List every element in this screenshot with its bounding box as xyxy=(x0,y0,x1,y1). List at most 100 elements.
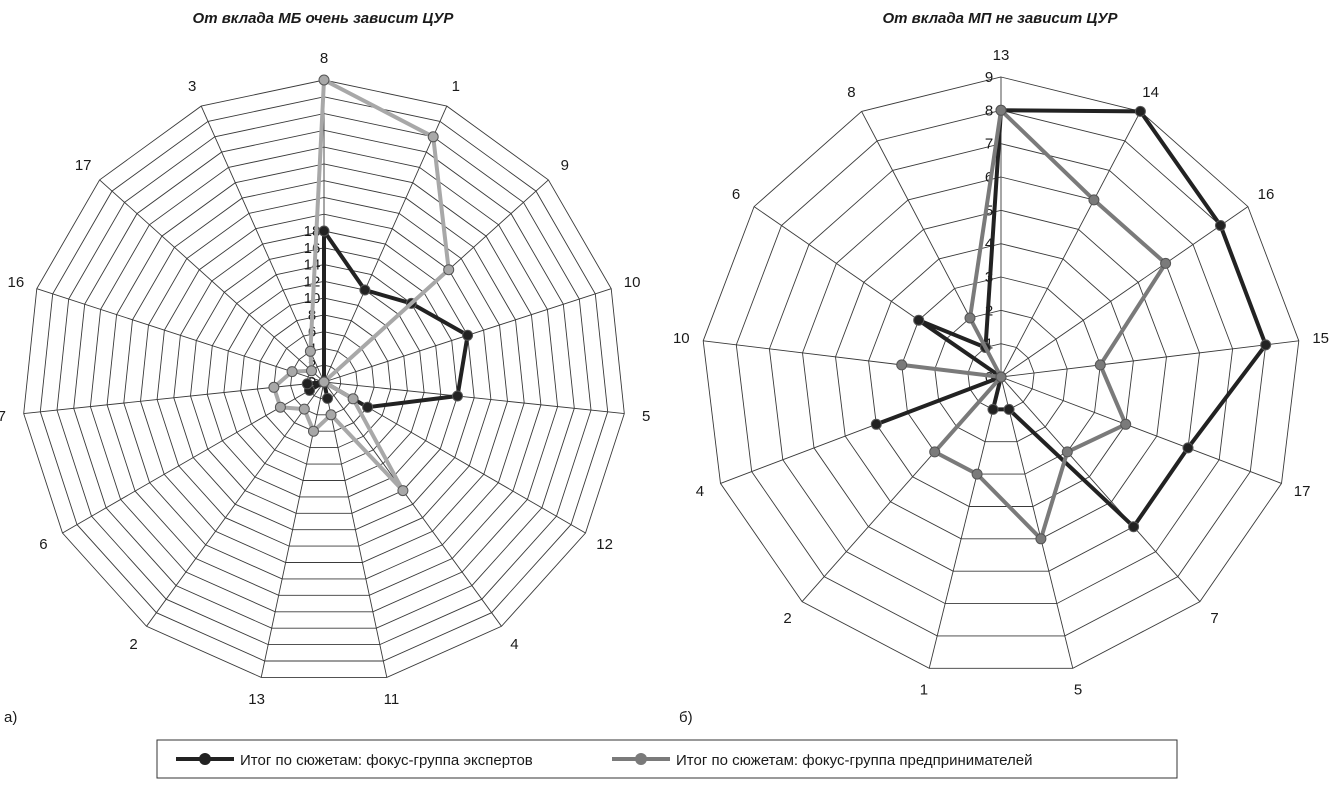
grid-ring xyxy=(223,280,425,481)
grid-spoke xyxy=(1000,376,1074,669)
data-point-10 xyxy=(462,329,474,341)
radar-chart-left: От вклада МБ очень зависит ЦУР а) 8 1 9 10 5… xyxy=(0,10,650,726)
grid-spoke xyxy=(323,381,502,627)
category-label-17: 17 xyxy=(75,157,92,174)
category-label-14: 14 xyxy=(1142,84,1159,101)
data-point-14 xyxy=(1088,194,1100,206)
grid-spoke xyxy=(1000,376,1201,602)
grid-ring xyxy=(273,331,375,432)
legend-marker-experts xyxy=(199,753,211,765)
legend: Итог по сюжетам: фокус-группа экспертов … xyxy=(156,739,1178,779)
grid-ring xyxy=(73,129,575,629)
data-point-7 xyxy=(268,381,280,393)
radar-chart-right: От вклада МП не зависит ЦУР б) 131416151… xyxy=(673,10,1329,726)
data-point-8 xyxy=(964,312,976,324)
grid-ring xyxy=(123,180,525,580)
tick-label-4: 4 xyxy=(985,236,993,253)
category-label-16: 16 xyxy=(1258,186,1275,203)
grid-ring xyxy=(901,276,1101,475)
data-point-16 xyxy=(1215,220,1226,231)
category-label-17: 17 xyxy=(1294,483,1311,500)
grid-spoke xyxy=(36,288,325,383)
legend-label-entrepreneurs: Итог по сюжетам: фокус-группа предприним… xyxy=(676,752,1032,769)
grid-ring xyxy=(868,243,1134,507)
data-point-5 xyxy=(318,376,330,388)
data-point-3 xyxy=(304,345,316,357)
data-point-5 xyxy=(1003,403,1015,415)
data-point-4 xyxy=(870,418,882,430)
legend-label-experts: Итог по сюжетам: фокус-группа экспертов xyxy=(240,752,533,769)
category-label-1: 1 xyxy=(452,78,460,95)
data-point-5 xyxy=(452,390,463,402)
data-point-8 xyxy=(318,74,330,86)
grid-ring xyxy=(256,314,392,449)
category-label-16: 16 xyxy=(8,274,25,291)
data-point-16 xyxy=(1160,257,1172,269)
tick-label-5: 5 xyxy=(985,202,993,219)
data-point-2 xyxy=(298,403,310,415)
data-point-5 xyxy=(1035,533,1047,545)
data-point-11 xyxy=(325,409,337,421)
category-label-8: 8 xyxy=(320,50,328,67)
series-line xyxy=(874,108,1268,529)
data-point-6 xyxy=(995,371,1007,383)
data-point-6 xyxy=(274,401,286,413)
category-label-10: 10 xyxy=(624,274,641,291)
grid-spoke xyxy=(146,381,325,627)
grid-ring xyxy=(702,76,1300,669)
series-line xyxy=(899,108,1168,541)
data-point-1 xyxy=(971,468,983,480)
chart-title-right: От вклада МП не зависит ЦУР xyxy=(882,10,1118,27)
data-point-7 xyxy=(1128,521,1140,533)
grid-ring xyxy=(56,113,592,646)
data-point-8 xyxy=(318,225,330,237)
category-label-13: 13 xyxy=(248,691,265,708)
tick-label-7: 7 xyxy=(985,136,993,153)
data-point-6 xyxy=(913,314,925,326)
category-label-1: 1 xyxy=(920,682,928,699)
category-label-3: 3 xyxy=(188,78,196,95)
data-point-1 xyxy=(359,284,371,296)
category-label-12: 12 xyxy=(596,536,613,553)
grid-ring xyxy=(89,146,559,613)
grid-spoke xyxy=(1000,376,1282,484)
grid-spoke xyxy=(323,381,625,415)
grid-spoke xyxy=(323,105,448,383)
chart-title-left: От вклада МБ очень зависит ЦУР xyxy=(193,10,455,27)
tick-label-14: 14 xyxy=(304,257,321,274)
grid-ring xyxy=(156,213,492,547)
category-label-7: 7 xyxy=(0,408,6,425)
category-label-7: 7 xyxy=(1210,610,1218,627)
grid-ring xyxy=(768,143,1234,605)
radar-grid-0 xyxy=(23,79,625,678)
data-point-17 xyxy=(1120,418,1132,430)
legend-item-experts: Итог по сюжетам: фокус-группа экспертов xyxy=(176,752,533,769)
grid-ring xyxy=(39,96,609,662)
data-point-16 xyxy=(286,366,298,378)
grid-spoke xyxy=(200,105,325,383)
category-label-9: 9 xyxy=(561,157,569,174)
category-label-4: 4 xyxy=(696,483,704,500)
data-point-7 xyxy=(301,378,313,390)
data-point-4 xyxy=(397,485,409,497)
grid-spoke xyxy=(1000,340,1299,378)
category-label-5: 5 xyxy=(642,408,650,425)
category-label-2: 2 xyxy=(783,610,791,627)
data-point-1 xyxy=(427,131,439,143)
data-point-17 xyxy=(1182,442,1194,454)
grid-ring xyxy=(240,297,408,465)
data-point-1 xyxy=(987,403,999,415)
tick-label-9: 9 xyxy=(985,69,993,86)
legend-marker-entrepreneurs xyxy=(635,753,647,765)
grid-ring xyxy=(802,176,1200,572)
grid-ring xyxy=(140,196,508,563)
data-point-13 xyxy=(308,425,319,437)
grid-ring xyxy=(290,347,358,416)
category-label-10: 10 xyxy=(673,330,690,347)
grid-spoke xyxy=(1000,206,1249,378)
grid-ring xyxy=(173,230,475,531)
grid-spoke xyxy=(99,179,325,383)
series-line xyxy=(305,229,470,410)
data-point-10 xyxy=(896,359,908,371)
